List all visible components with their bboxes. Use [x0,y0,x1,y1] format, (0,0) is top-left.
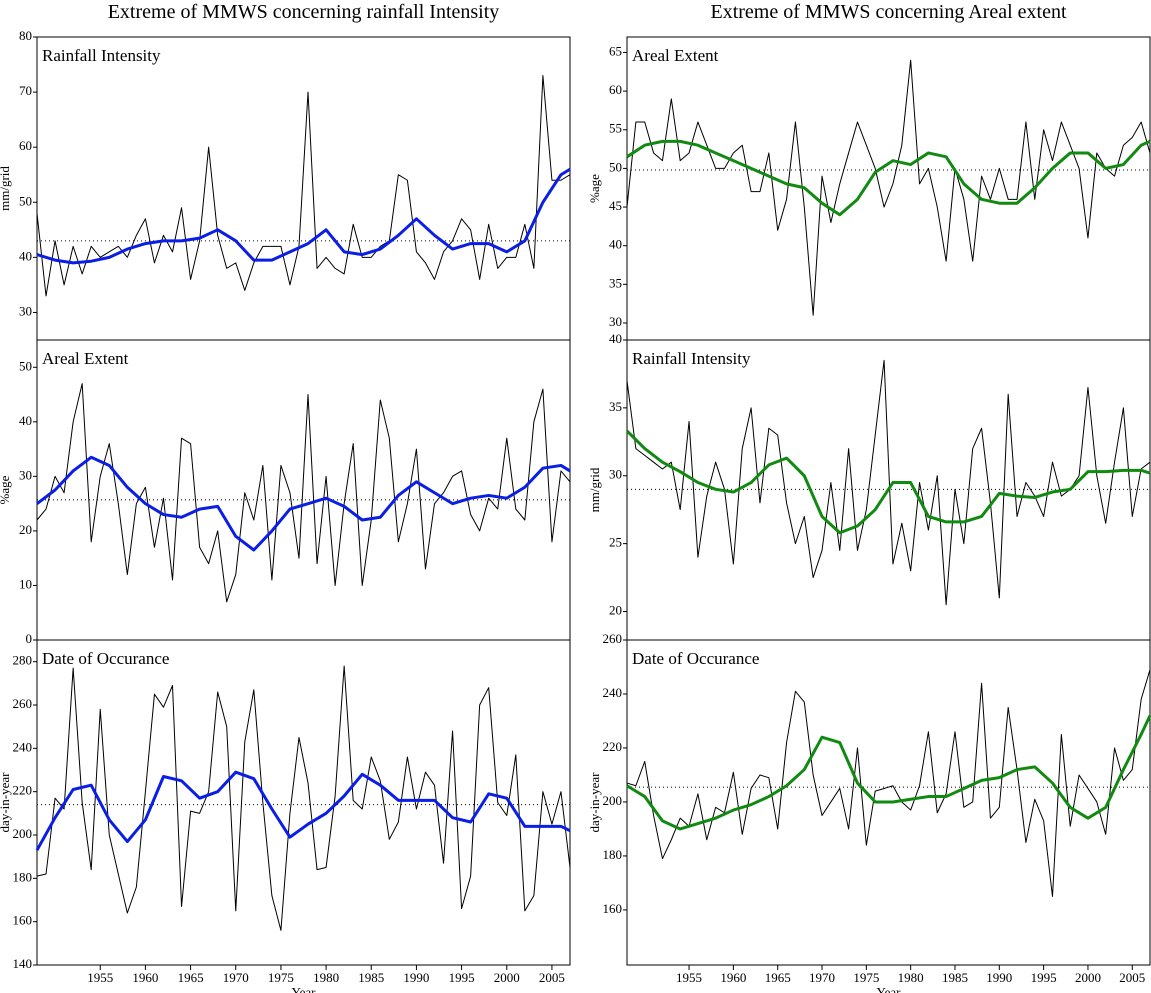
y-tick-label: 30 [19,303,32,318]
x-axis-label: Year [877,985,902,993]
x-tick-label: 1980 [313,970,339,985]
y-tick-label: 60 [609,82,622,97]
panel-title: Rainfall Intensity [42,46,161,65]
x-tick-label: 1990 [986,970,1012,985]
x-tick-label: 2000 [1075,970,1101,985]
column-title: Extreme of MMWS concerning Areal extent [711,1,1067,23]
x-tick-label: 1975 [268,970,294,985]
y-tick-label: 140 [13,956,33,971]
x-tick-label: 1995 [1031,970,1057,985]
x-tick-label: 1965 [765,970,791,985]
plot-frame [36,36,571,341]
x-tick-label: 1985 [358,970,384,985]
y-tick-label: 0 [26,631,33,646]
y-tick-label: 220 [13,783,33,798]
y-tick-label: 240 [13,739,33,754]
y-tick-label: 40 [609,237,622,252]
panel-title: Date of Occurance [632,649,759,668]
x-tick-label: 2005 [1119,970,1145,985]
y-tick-label: 50 [19,358,32,373]
x-tick-label: 1980 [898,970,924,985]
plot-frame [36,339,571,641]
panel-title: Rainfall Intensity [632,349,751,368]
y-tick-label: 40 [609,331,622,346]
raw-series-line [36,665,571,931]
smoothed-series-line [625,429,1151,535]
y-axis-label: %age [587,174,602,203]
y-tick-label: 55 [609,121,622,136]
smoothed-series-line [36,167,571,265]
raw-series-line [626,59,1151,316]
y-tick-label: 25 [609,535,622,550]
y-tick-label: 45 [609,198,622,213]
y-tick-label: 180 [13,869,33,884]
plot-frame [626,639,1151,966]
plot-frame [626,36,1151,341]
y-axis-label: mm/grid [587,467,602,512]
column-title: Extreme of MMWS concerning rainfall Inte… [108,1,500,23]
y-tick-label: 20 [609,602,622,617]
x-tick-label: 1955 [676,970,702,985]
raw-series-line [626,359,1151,606]
x-tick-label: 1970 [809,970,835,985]
y-tick-label: 20 [19,522,32,537]
smoothed-series-line [626,139,1151,217]
smoothed-series-line [626,714,1151,831]
y-tick-label: 160 [13,913,33,928]
y-tick-label: 30 [19,467,32,482]
y-tick-label: 280 [13,653,33,668]
y-tick-label: 30 [609,314,622,329]
y-tick-label: 220 [603,739,623,754]
plot-frame [36,639,571,966]
y-tick-label: 40 [19,248,32,263]
x-tick-label: 1985 [942,970,968,985]
y-tick-label: 35 [609,399,622,414]
x-tick-label: 1965 [178,970,204,985]
x-tick-label: 1955 [87,970,113,985]
panel-title: Areal Extent [632,46,719,65]
y-axis-label: day-in-year [587,772,602,833]
y-tick-label: 65 [609,43,622,58]
panel-title: Date of Occurance [42,649,169,668]
y-tick-label: 260 [13,696,33,711]
y-tick-label: 40 [19,413,32,428]
y-tick-label: 70 [19,83,32,98]
y-tick-label: 160 [603,901,623,916]
y-tick-label: 240 [603,685,623,700]
y-tick-label: 60 [19,138,32,153]
x-tick-label: 1995 [449,970,475,985]
y-tick-label: 50 [609,159,622,174]
y-tick-label: 35 [609,275,622,290]
y-axis-label: day-in-year [0,772,12,833]
x-tick-label: 2000 [494,970,520,985]
x-axis-label: Year [292,985,317,993]
y-axis-label: %age [0,475,12,504]
y-tick-label: 180 [603,847,623,862]
x-tick-label: 1960 [132,970,158,985]
x-tick-label: 1990 [403,970,429,985]
x-tick-label: 2005 [539,970,565,985]
y-tick-label: 80 [19,28,32,43]
x-tick-label: 1975 [853,970,879,985]
smoothed-series-line [36,455,571,552]
y-tick-label: 50 [19,193,32,208]
y-tick-label: 200 [603,793,623,808]
raw-series-line [626,669,1151,897]
y-axis-label: mm/grid [0,166,12,211]
panel-title: Areal Extent [42,349,129,368]
x-tick-label: 1960 [720,970,746,985]
y-tick-label: 200 [13,826,33,841]
y-tick-label: 30 [609,467,622,482]
raw-series-line [36,383,571,603]
x-tick-label: 1970 [223,970,249,985]
y-tick-label: 260 [603,631,623,646]
raw-series-line [36,75,571,297]
y-tick-label: 10 [19,576,32,591]
smoothed-series-line [35,770,571,851]
